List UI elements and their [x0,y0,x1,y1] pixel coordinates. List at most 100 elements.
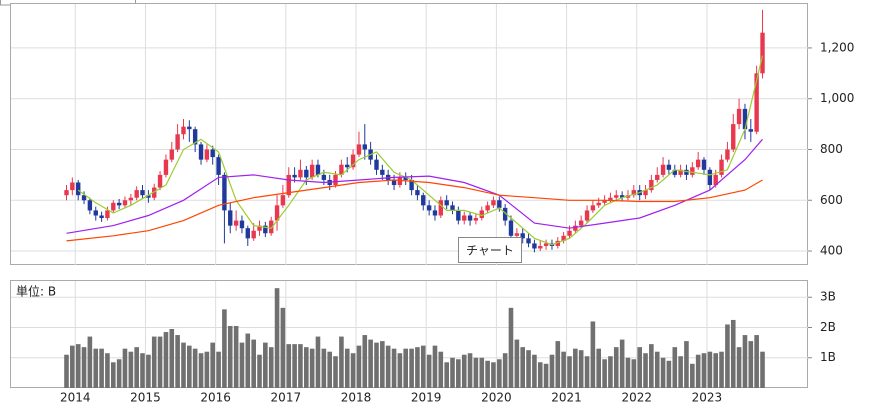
candle-body [760,32,765,74]
candle-body [397,177,403,186]
volume-bar [479,357,485,388]
candle-body [134,190,139,198]
x-tick-label: 2020 [481,391,512,404]
volume-bar [181,342,186,388]
candle-body [257,225,262,231]
candle-body [409,179,414,191]
volume-bar [175,335,180,388]
candle-body [631,190,637,196]
volume-bar [666,360,672,388]
volume-bar [690,363,695,388]
volume-bar [385,345,391,388]
candle-body [298,169,303,178]
y-tick-label: 1,200 [820,40,854,54]
volume-bar [333,356,338,388]
y-tick-label: 3B [820,290,836,304]
volume-bar [304,347,309,388]
volume-bar [573,348,578,388]
volume-bar [508,307,514,388]
candle-body [561,235,566,241]
volume-bar [192,348,198,388]
volume-bar [75,344,81,388]
volume-bar [64,354,69,388]
volume-bar [87,336,93,388]
volume-bar [520,347,525,388]
volume-bar [362,335,368,388]
volume-bar [502,353,508,388]
candle-body [614,195,619,198]
volume-bar [163,332,169,388]
candle-body [169,149,174,160]
candle-body [649,179,654,191]
volume-bar [81,347,87,388]
candle-body [157,174,163,188]
candle-body [596,202,601,206]
volume-bar [356,345,362,388]
volume-bar [701,353,707,388]
candle-body [660,164,666,175]
candle-body [263,225,268,234]
x-tick-label: 2018 [341,391,372,404]
candle-body [269,220,274,234]
candle-body [93,210,98,216]
volume-bar [263,342,268,388]
y-tick-label: 2B [820,320,836,334]
volume-bar [415,347,420,388]
candle-body [701,159,707,170]
candle-body [81,195,87,201]
volume-bar [315,336,321,388]
volume-bar [151,336,157,388]
candle-body [725,149,730,160]
volume-bar [461,354,467,388]
candle-body [713,174,718,186]
candle-body [181,126,186,135]
volume-bar [654,351,660,388]
candle-body [736,108,742,125]
candle-body [105,210,110,219]
tooltip-box [458,237,522,263]
volume-bar [561,351,566,388]
volume-bar [555,341,561,388]
volume-bar [754,335,759,388]
volume-bar [736,347,742,388]
candle-body [374,159,379,170]
volume-bar [467,353,473,388]
candle-body [76,182,81,196]
volume-bar [216,351,221,388]
volume-bar [748,341,754,388]
x-tick-label: 2016 [200,391,231,404]
volume-bar [134,347,139,388]
volume-bar [309,348,315,388]
volume-bar [268,347,274,388]
volume-bar [169,329,175,388]
volume-bar [719,351,724,388]
candle-body [655,174,660,180]
candle-body [450,205,455,211]
volume-bar [257,354,262,388]
volume-bar [380,341,385,388]
candle-body [602,200,607,203]
candle-body [362,144,367,150]
volume-bar [409,348,414,388]
x-tick-label: 2017 [271,391,302,404]
candle-body [438,200,443,216]
volume-bar [146,354,151,388]
volume-bar [128,351,134,388]
x-tick-label: 2019 [411,391,442,404]
candle-body [508,220,514,236]
volume-bar [497,359,502,388]
volume-bar [730,319,736,388]
x-tick-label: 2023 [692,391,723,404]
volume-bar [292,344,297,388]
candle-body [666,164,672,170]
volume-bar [327,351,332,388]
volume-bar [725,324,730,388]
candle-body [111,202,116,211]
volume-bar [432,345,438,388]
y-tick-label: 800 [820,142,843,156]
volume-bar [584,356,590,388]
candle-body [321,174,327,180]
candle-body [245,228,250,239]
volume-bar [578,350,584,388]
